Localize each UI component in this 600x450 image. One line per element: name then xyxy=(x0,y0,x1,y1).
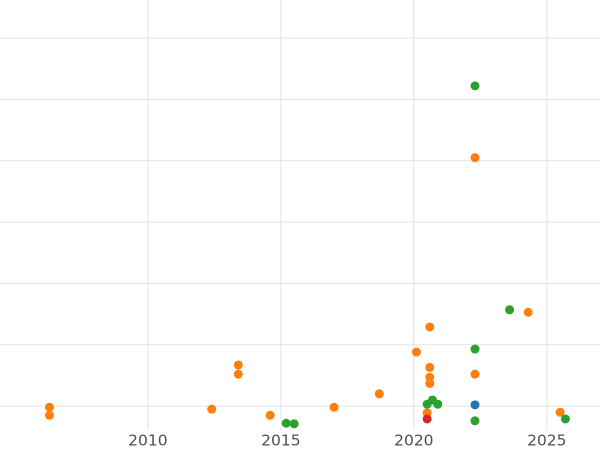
data-point-series-orange xyxy=(44,410,54,420)
data-point-series-green xyxy=(433,399,443,409)
data-point-series-green xyxy=(281,418,291,428)
data-point-series-orange xyxy=(329,402,339,412)
data-point-series-orange xyxy=(555,407,565,417)
x-tick-label: 2010 xyxy=(128,432,167,450)
data-point-series-orange xyxy=(44,402,54,412)
data-point-series-green xyxy=(560,414,570,424)
data-point-series-orange xyxy=(374,389,384,399)
data-point-series-orange xyxy=(470,153,480,163)
gridlines xyxy=(0,0,600,430)
data-point-series-orange xyxy=(265,410,275,420)
data-point-series-orange xyxy=(523,307,533,317)
data-points xyxy=(44,81,570,429)
data-point-series-red xyxy=(422,414,432,424)
data-point-series-blue xyxy=(470,400,480,410)
x-tick-label: 2025 xyxy=(527,432,566,450)
data-point-series-orange xyxy=(425,378,435,388)
x-axis-tick-labels: 2010 2015 2020 2025 xyxy=(128,432,566,450)
data-point-series-orange xyxy=(425,322,435,332)
data-point-series-orange xyxy=(425,362,435,372)
x-tick-label: 2015 xyxy=(261,432,300,450)
data-point-series-green xyxy=(470,344,480,354)
data-point-series-green xyxy=(470,416,480,426)
x-tick-label: 2020 xyxy=(394,432,433,450)
data-point-series-green xyxy=(289,419,299,429)
data-point-series-green xyxy=(470,81,480,91)
data-point-series-orange xyxy=(233,360,243,370)
data-point-series-orange xyxy=(207,404,217,414)
data-point-series-orange xyxy=(411,347,421,357)
data-point-series-green xyxy=(505,305,515,315)
data-point-series-orange xyxy=(470,369,480,379)
data-point-series-orange xyxy=(233,369,243,379)
